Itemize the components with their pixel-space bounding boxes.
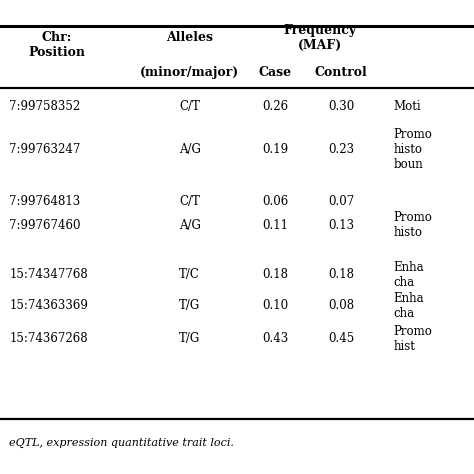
Text: 0.18: 0.18 — [262, 268, 288, 282]
Text: 0.07: 0.07 — [328, 195, 355, 208]
Text: T/G: T/G — [179, 299, 200, 312]
Text: 7:99764813: 7:99764813 — [9, 195, 81, 208]
Text: 0.11: 0.11 — [262, 219, 288, 232]
Text: 0.26: 0.26 — [262, 100, 288, 113]
Text: A/G: A/G — [179, 143, 201, 156]
Text: 0.13: 0.13 — [328, 219, 355, 232]
Text: 15:74347768: 15:74347768 — [9, 268, 88, 282]
Text: Promo
histo: Promo histo — [393, 211, 432, 239]
Text: Promo
histo
boun: Promo histo boun — [393, 128, 432, 171]
Text: T/G: T/G — [179, 332, 200, 346]
Text: 0.43: 0.43 — [262, 332, 288, 346]
Text: A/G: A/G — [179, 219, 201, 232]
Text: Frequency
(MAF): Frequency (MAF) — [283, 24, 356, 52]
Text: 0.08: 0.08 — [328, 299, 355, 312]
Text: 0.19: 0.19 — [262, 143, 288, 156]
Text: Moti: Moti — [393, 100, 421, 113]
Text: eQTL, expression quantitative trait loci.: eQTL, expression quantitative trait loci… — [9, 438, 234, 448]
Text: Enha
cha: Enha cha — [393, 261, 424, 289]
Text: C/T: C/T — [179, 195, 200, 208]
Text: 7:99758352: 7:99758352 — [9, 100, 81, 113]
Text: 0.18: 0.18 — [328, 268, 354, 282]
Text: Case: Case — [258, 65, 292, 79]
Text: 7:99767460: 7:99767460 — [9, 219, 81, 232]
Text: T/C: T/C — [179, 268, 200, 282]
Text: 0.06: 0.06 — [262, 195, 288, 208]
Text: Alleles: Alleles — [166, 31, 213, 45]
Text: (minor/major): (minor/major) — [140, 65, 239, 79]
Text: 7:99763247: 7:99763247 — [9, 143, 81, 156]
Text: Enha
cha: Enha cha — [393, 292, 424, 320]
Text: 0.45: 0.45 — [328, 332, 355, 346]
Text: 15:74363369: 15:74363369 — [9, 299, 88, 312]
Text: Chr:
Position: Chr: Position — [28, 31, 85, 59]
Text: 15:74367268: 15:74367268 — [9, 332, 88, 346]
Text: Promo
hist: Promo hist — [393, 325, 432, 353]
Text: Control: Control — [315, 65, 368, 79]
Text: 0.10: 0.10 — [262, 299, 288, 312]
Text: 0.30: 0.30 — [328, 100, 355, 113]
Text: C/T: C/T — [179, 100, 200, 113]
Text: 0.23: 0.23 — [328, 143, 355, 156]
